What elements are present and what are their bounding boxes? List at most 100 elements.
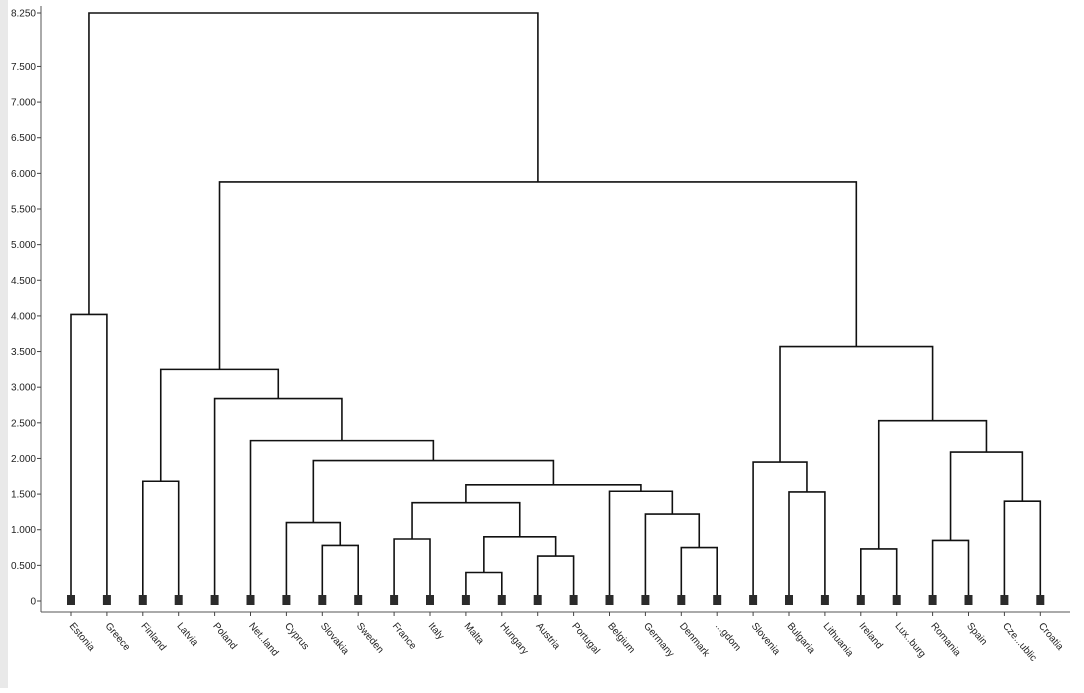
leaf-label: Denmark — [677, 621, 712, 660]
leaf-label: Latvia — [174, 621, 200, 649]
leaf-marker — [677, 595, 686, 605]
leaf-label: Malta — [462, 621, 486, 647]
leaf-marker — [641, 595, 650, 605]
dendrogram-link-m17 — [752, 461, 808, 595]
dendrogram-link-m2 — [536, 555, 575, 595]
leaf-label: Croatia — [1036, 621, 1065, 653]
y-tick-label: 8.250 — [11, 9, 36, 20]
leaf-marker — [354, 595, 363, 605]
leaf-label: Slovakia — [318, 621, 351, 657]
dendrogram-link-m8 — [483, 536, 557, 573]
leaf-label: Austria — [533, 621, 562, 652]
leaf-marker — [785, 595, 793, 605]
leaf-marker — [820, 595, 829, 605]
dendrogram-link-m14 — [608, 490, 674, 595]
leaf-label: Estonia — [67, 621, 97, 654]
y-axis: 0 0.500 1.000 1.500 2.000 2.500 3.000 3.500 4.00… — [0, 0, 1070, 688]
leaf-label: Net..land — [246, 621, 280, 659]
dendrogram-link-m13 — [788, 491, 826, 595]
leaf-marker — [102, 595, 111, 605]
dendrogram-link-m4 — [680, 546, 718, 595]
y-tick-label: 3.500 — [11, 347, 36, 358]
leaf-label: Finland — [139, 621, 169, 653]
leaf-marker — [67, 595, 75, 605]
leaf-label: Sweden — [354, 621, 386, 656]
leaf-label: Portugal — [569, 621, 601, 657]
leaf-label: Romania — [928, 621, 962, 659]
dendrogram-link-m9 — [285, 521, 342, 595]
leaf-label: Lux..burg — [892, 621, 927, 660]
leaf-label: Bulgaria — [785, 621, 817, 657]
y-tick-label: 4.500 — [11, 276, 36, 287]
leaf-marker — [210, 595, 219, 605]
leaf-marker — [964, 595, 973, 605]
leaf-label: France — [390, 621, 419, 652]
leaf-label: Ireland — [857, 621, 885, 651]
dendrogram-links — [70, 12, 1042, 595]
leaf-label: Hungary — [498, 621, 531, 657]
leaf-marker — [533, 595, 542, 605]
leaf-marker — [856, 595, 865, 605]
dendrogram-link-m10 — [644, 513, 701, 595]
leaf-marker — [282, 595, 291, 605]
dendrogram-link-m3 — [860, 548, 898, 595]
dendrogram-link-m20 — [249, 439, 435, 595]
leaf-marker — [461, 595, 470, 605]
leaf-label: Greece — [103, 621, 133, 654]
leaf-label: Belgium — [605, 621, 637, 656]
leaf-marker — [713, 595, 722, 605]
dendrogram-link-m21 — [877, 419, 988, 549]
leaf-label: Poland — [210, 621, 238, 652]
y-tick-label: 4.000 — [11, 311, 36, 322]
dendrogram-link-m6 — [931, 539, 970, 595]
y-tick-label: 2.500 — [11, 418, 36, 429]
dendrogram-link-m11 — [411, 501, 521, 539]
leaf-markers — [67, 595, 1045, 616]
leaf-marker — [174, 595, 183, 605]
y-tick-label: 1.500 — [11, 490, 36, 501]
y-tick-label: 7.500 — [11, 62, 36, 73]
leaf-label: Cze...ublic — [1000, 621, 1038, 664]
y-tick-label: 5.000 — [11, 240, 36, 251]
leaf-labels: Estonia Greece Finland Latvia Poland Net..lan… — [67, 621, 1066, 664]
dendrogram-link-m15 — [465, 484, 642, 503]
dendrogram-link-m19 — [949, 451, 1024, 541]
y-tick-label: 6.500 — [11, 133, 36, 144]
leaf-marker — [138, 595, 147, 605]
leaf-label: Germany — [641, 621, 676, 660]
y-tick-label: 6.000 — [11, 169, 36, 180]
dendrogram-link-m27 — [88, 12, 539, 315]
y-tick-label: 3.000 — [11, 383, 36, 394]
dendrogram-link-m23 — [159, 368, 280, 482]
leaf-marker — [749, 595, 758, 605]
dendrogram-link-m26 — [218, 181, 858, 370]
leaf-marker — [390, 595, 399, 605]
dendrogram-link-m25 — [70, 313, 108, 595]
leaf-label: Spain — [964, 621, 989, 648]
y-tick-label: 0.500 — [11, 561, 36, 572]
leaf-marker — [497, 595, 506, 605]
leaf-marker — [892, 595, 901, 605]
leaf-label: Slovenia — [749, 621, 782, 658]
y-tick-label: 0 — [30, 597, 36, 608]
leaf-marker — [569, 595, 578, 605]
y-tick-label: 5.500 — [11, 205, 36, 216]
dendrogram-link-m5 — [321, 544, 359, 595]
leaf-marker — [605, 595, 614, 605]
y-tick-label: 7.000 — [11, 98, 36, 109]
dendrogram-link-m16 — [142, 480, 180, 595]
dendrogram-link-m12 — [1003, 500, 1042, 595]
leaf-label: Lithuania — [821, 621, 856, 660]
y-tick-label: 2.000 — [11, 454, 36, 465]
leaf-label: ...gdom — [713, 621, 743, 654]
dendrogram-link-m1 — [465, 571, 503, 595]
dendrogram-link-m18 — [312, 459, 555, 523]
leaf-marker — [426, 595, 434, 605]
dendrogram-link-m7 — [393, 538, 431, 595]
leaf-marker — [928, 595, 937, 605]
leaf-marker — [1036, 595, 1045, 605]
leaf-marker — [318, 595, 327, 605]
leaf-label: Cyprus — [282, 621, 311, 652]
y-tick-label: 1.000 — [11, 525, 36, 536]
